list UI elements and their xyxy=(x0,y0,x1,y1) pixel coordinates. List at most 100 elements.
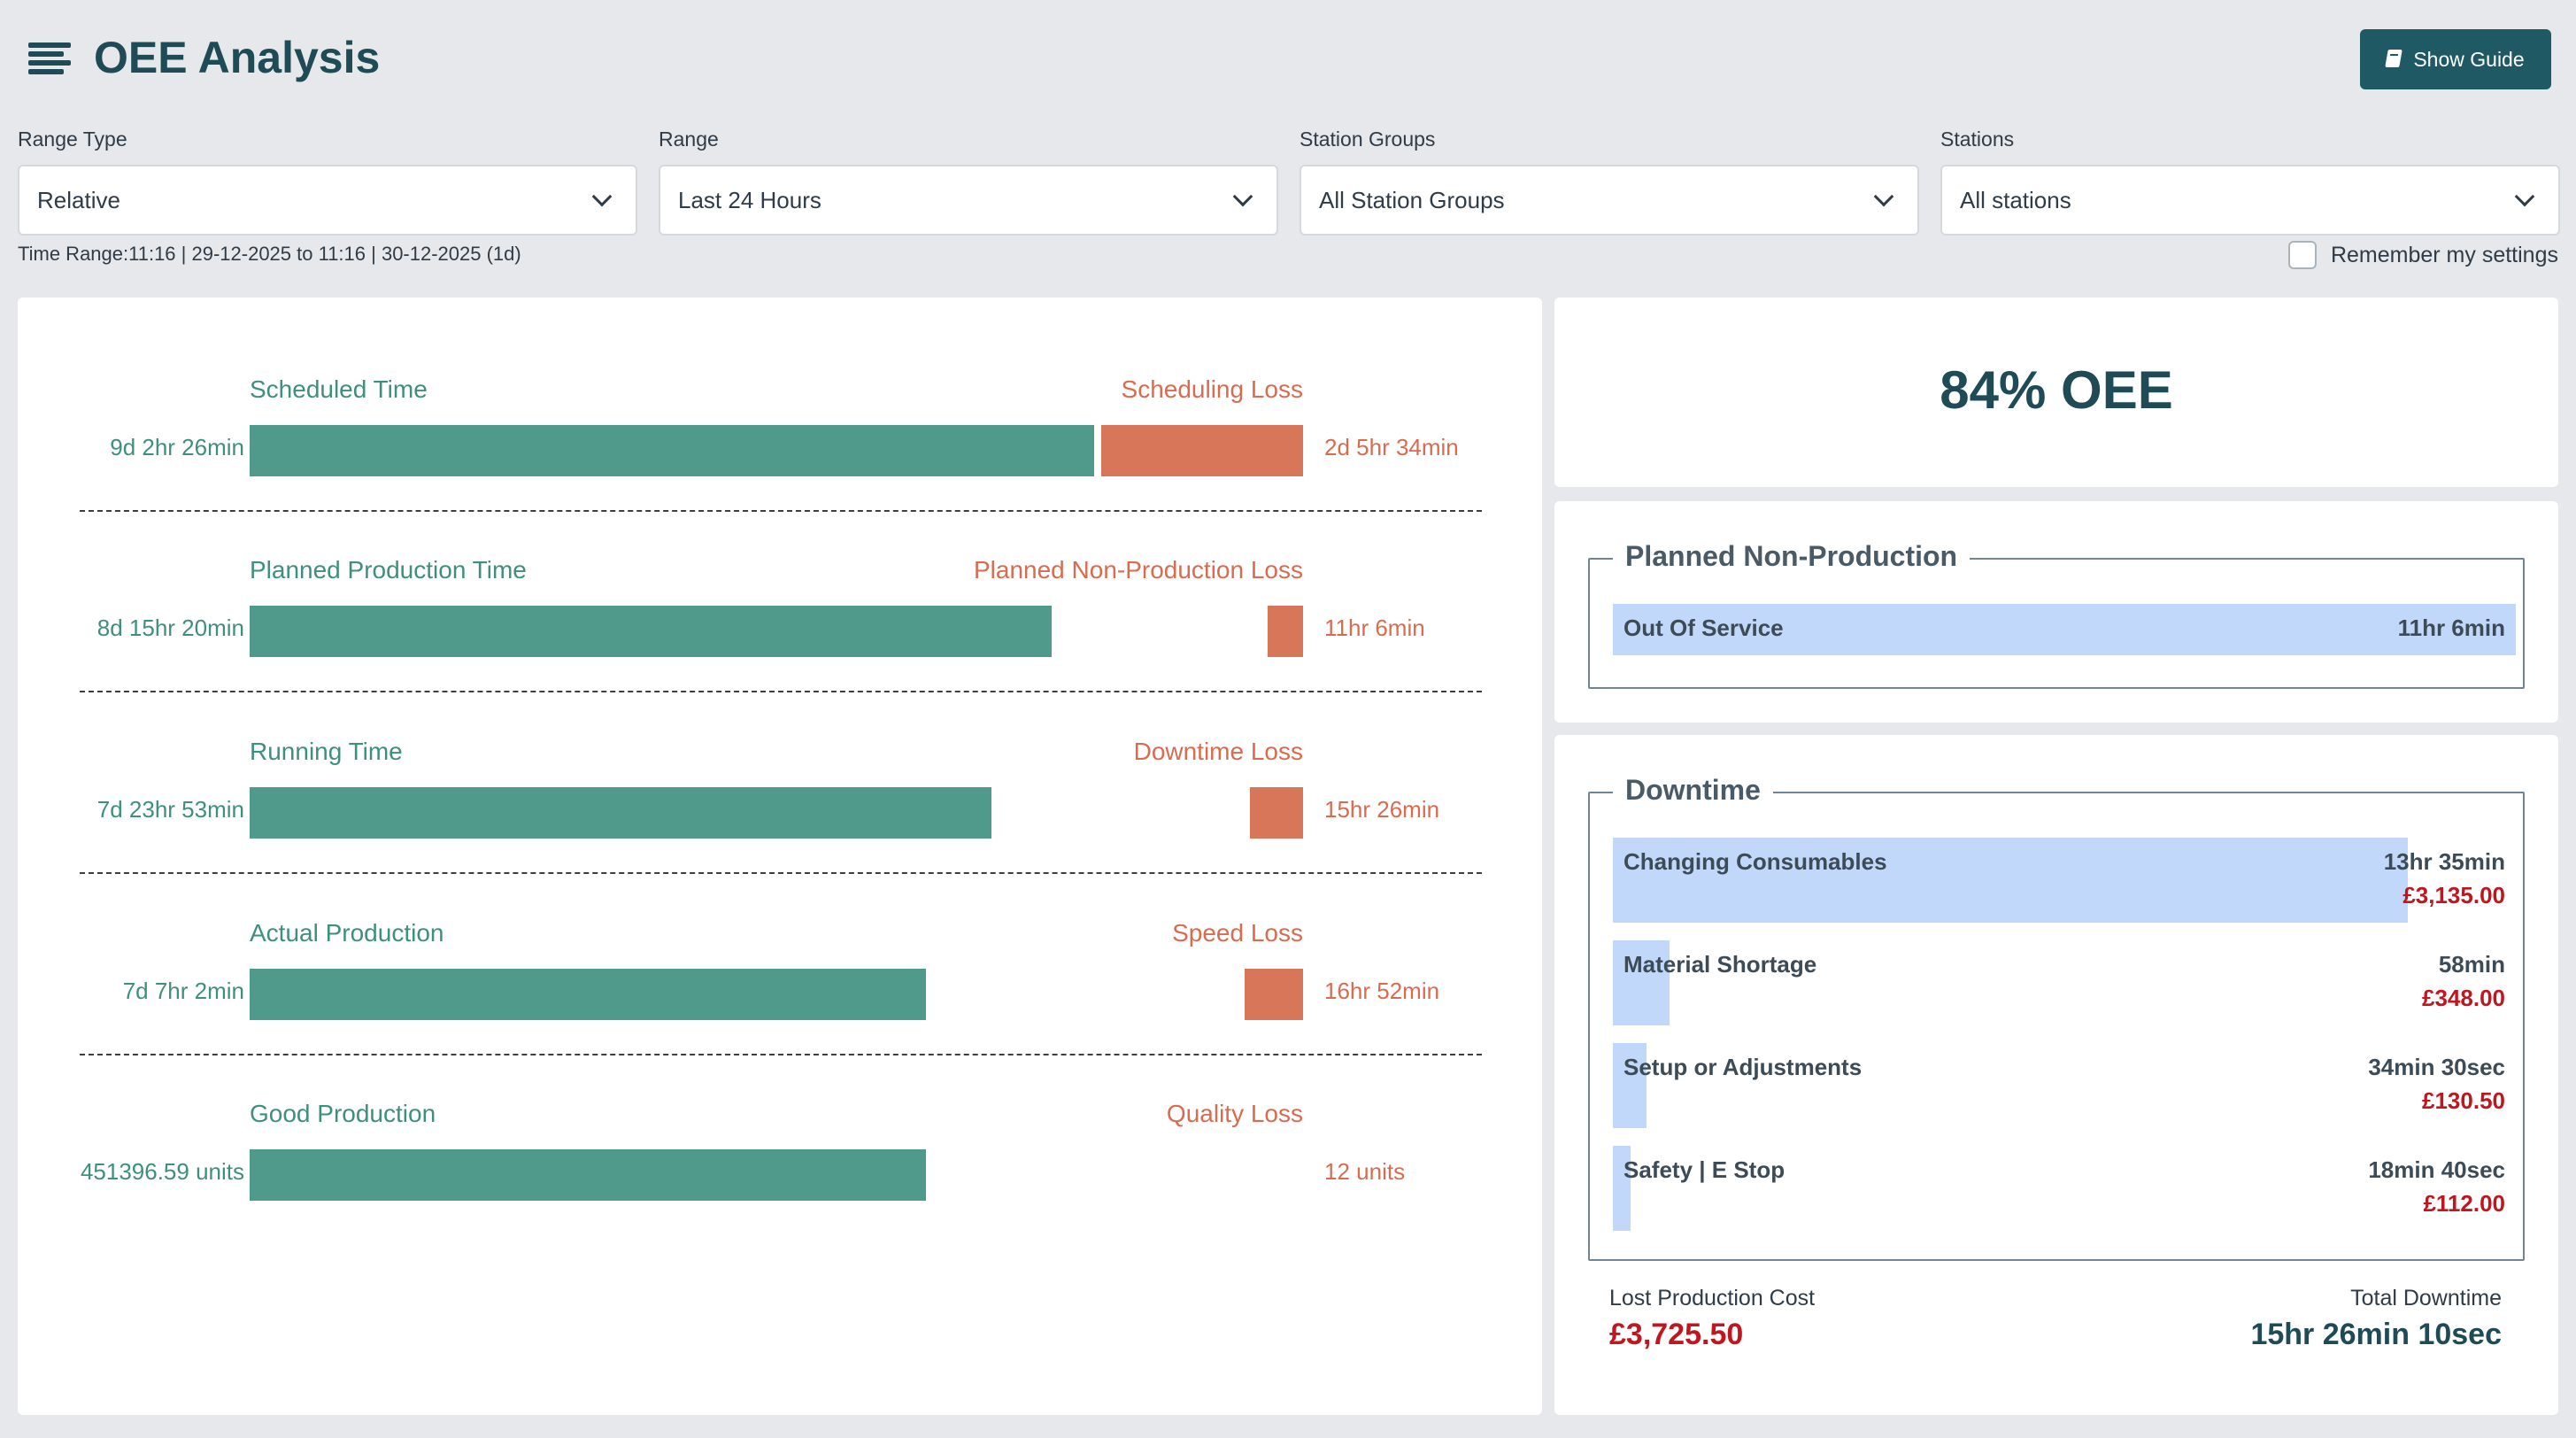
lost-production-cost-value: £3,725.50 xyxy=(1609,1318,1744,1351)
reason-time: 11hr 6min xyxy=(2397,615,2505,641)
total-downtime-value: 15hr 26min 10sec xyxy=(2250,1318,2502,1351)
downtime-reason-time: 34min 30sec xyxy=(2368,1054,2505,1080)
planned-non-production-loss-bar xyxy=(1268,606,1303,657)
downtime-bar xyxy=(1613,1146,1631,1231)
downtime-loss-value: 15hr 26min xyxy=(1324,796,1440,823)
scheduling-loss-value: 2d 5hr 34min xyxy=(1324,434,1459,460)
show-guide-label: Show Guide xyxy=(2413,47,2525,71)
divider xyxy=(80,510,1482,512)
planned-non-production-loss-value: 11hr 6min xyxy=(1324,615,1425,641)
downtime-item[interactable]: Material Shortage 58min £348.00 xyxy=(1613,940,2516,1025)
reason-bar xyxy=(1613,604,2516,655)
stations-select[interactable]: All stations xyxy=(1940,165,2560,236)
scheduled-time-bar xyxy=(250,425,1094,476)
actual-production-label: Actual Production xyxy=(250,919,444,947)
station-groups-select[interactable]: All Station Groups xyxy=(1300,165,1919,236)
downtime-group: Downtime Changing Consumables 13hr 35min… xyxy=(1588,774,2525,1261)
downtime-reason-cost: £112.00 xyxy=(2423,1190,2505,1217)
downtime-item[interactable]: Changing Consumables 13hr 35min £3,135.0… xyxy=(1613,838,2516,923)
downtime-reason-time: 18min 40sec xyxy=(2368,1156,2505,1183)
station-groups-value: All Station Groups xyxy=(1319,187,1505,213)
planned-non-production-panel: Planned Non-Production Out Of Service 11… xyxy=(1554,501,2558,723)
time-range-text: Time Range:11:16 | 29-12-2025 to 11:16 |… xyxy=(18,243,521,265)
oee-waterfall-panel: Scheduled Time Scheduling Loss 9d 2hr 26… xyxy=(18,298,1542,1415)
waterfall-row: Scheduled Time Scheduling Loss 9d 2hr 26… xyxy=(18,298,1542,512)
downtime-reason-name: Material Shortage xyxy=(1623,951,1817,978)
running-time-bar xyxy=(250,787,991,839)
range-type-select[interactable]: Relative xyxy=(18,165,637,236)
menu-icon[interactable] xyxy=(28,43,71,74)
range-label: Range xyxy=(659,128,719,151)
page-header: OEE Analysis Show Guide xyxy=(25,27,2551,90)
downtime-loss-bar xyxy=(1250,787,1303,839)
planned-non-production-title: Planned Non-Production xyxy=(1613,540,1971,573)
downtime-item[interactable]: Setup or Adjustments 34min 30sec £130.50 xyxy=(1613,1043,2516,1128)
chevron-down-icon xyxy=(1232,186,1253,207)
actual-production-value: 7d 7hr 2min xyxy=(122,978,244,1004)
downtime-item[interactable]: Safety | E Stop 18min 40sec £112.00 xyxy=(1613,1146,2516,1231)
downtime-bar xyxy=(1613,1043,1647,1128)
downtime-reason-time: 58min xyxy=(2438,951,2505,978)
range-type-filter: Range Type Relative xyxy=(18,124,637,236)
planned-production-bar xyxy=(250,606,1052,657)
chevron-down-icon xyxy=(2514,186,2535,207)
remember-label: Remember my settings xyxy=(2330,242,2558,267)
waterfall-row: Good Production Quality Loss 451396.59 u… xyxy=(18,1022,1542,1202)
downtime-reason-cost: £348.00 xyxy=(2422,985,2505,1011)
stations-value: All stations xyxy=(1960,187,2071,213)
downtime-panel: Downtime Changing Consumables 13hr 35min… xyxy=(1554,735,2558,1415)
remember-checkbox[interactable] xyxy=(2287,241,2317,269)
range-type-value: Relative xyxy=(37,187,120,213)
quality-loss-value: 12 units xyxy=(1324,1158,1406,1185)
downtime-title: Downtime xyxy=(1613,774,1773,807)
waterfall-row: Actual Production Speed Loss 7d 7hr 2min… xyxy=(18,841,1542,1055)
downtime-reason-cost: £3,135.00 xyxy=(2402,882,2505,908)
reason-name: Out Of Service xyxy=(1623,615,1784,641)
range-type-label: Range Type xyxy=(18,128,127,151)
range-select[interactable]: Last 24 Hours xyxy=(659,165,1278,236)
station-groups-label: Station Groups xyxy=(1300,128,1436,151)
running-time-label: Running Time xyxy=(250,738,403,765)
good-production-label: Good Production xyxy=(250,1100,436,1127)
actual-production-bar xyxy=(250,969,926,1020)
waterfall-row: Running Time Downtime Loss 7d 23hr 53min… xyxy=(18,660,1542,874)
downtime-bar xyxy=(1613,838,2408,923)
speed-loss-bar xyxy=(1245,969,1303,1020)
scheduling-loss-bar xyxy=(1101,425,1303,476)
range-value: Last 24 Hours xyxy=(678,187,821,213)
scheduling-loss-label: Scheduling Loss xyxy=(1121,375,1303,403)
book-icon xyxy=(2387,50,2402,69)
downtime-reason-name: Safety | E Stop xyxy=(1623,1156,1785,1183)
scheduled-time-value: 9d 2hr 26min xyxy=(110,434,244,460)
total-downtime-label: Total Downtime xyxy=(2350,1286,2502,1310)
scheduled-time-label: Scheduled Time xyxy=(250,375,428,403)
planned-non-production-loss-label: Planned Non-Production Loss xyxy=(973,556,1303,584)
oee-summary-panel: 84% OEE xyxy=(1554,298,2558,487)
waterfall-row: Planned Production Time Planned Non-Prod… xyxy=(18,478,1542,692)
reason-item[interactable]: Out Of Service 11hr 6min xyxy=(1613,604,2516,655)
chevron-down-icon xyxy=(1873,186,1894,207)
remember-settings[interactable]: Remember my settings xyxy=(2287,241,2558,269)
downtime-bar xyxy=(1613,940,1670,1025)
divider xyxy=(80,691,1482,692)
show-guide-button[interactable]: Show Guide xyxy=(2360,29,2551,89)
lost-production-cost-label: Lost Production Cost xyxy=(1609,1286,1816,1310)
station-groups-filter: Station Groups All Station Groups xyxy=(1300,124,1919,236)
divider xyxy=(80,872,1482,874)
planned-production-label: Planned Production Time xyxy=(250,556,527,584)
planned-non-production-group: Planned Non-Production Out Of Service 11… xyxy=(1588,540,2525,689)
speed-loss-value: 16hr 52min xyxy=(1324,978,1440,1004)
good-production-bar xyxy=(250,1149,926,1201)
stations-filter: Stations All stations xyxy=(1940,124,2560,236)
planned-production-value: 8d 15hr 20min xyxy=(96,615,244,641)
good-production-value: 451396.59 units xyxy=(80,1158,244,1185)
running-time-value: 7d 23hr 53min xyxy=(96,796,244,823)
page-title: OEE Analysis xyxy=(94,33,381,82)
downtime-reason-name: Setup or Adjustments xyxy=(1623,1054,1863,1080)
range-filter: Range Last 24 Hours xyxy=(659,124,1278,236)
chevron-down-icon xyxy=(591,186,613,207)
speed-loss-label: Speed Loss xyxy=(1172,919,1303,947)
downtime-reason-time: 13hr 35min xyxy=(2383,848,2505,875)
stations-label: Stations xyxy=(1940,128,2015,151)
oee-value: 84% OEE xyxy=(1940,360,2173,420)
